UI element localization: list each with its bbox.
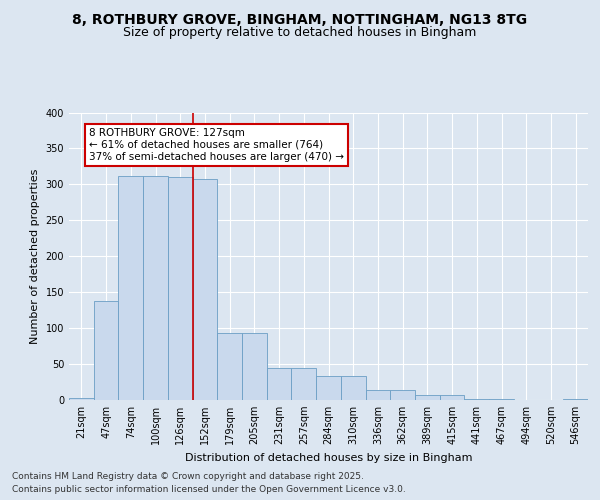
Text: 8, ROTHBURY GROVE, BINGHAM, NOTTINGHAM, NG13 8TG: 8, ROTHBURY GROVE, BINGHAM, NOTTINGHAM, … [73, 12, 527, 26]
Bar [168, 177, 193, 400]
Bar [69, 398, 94, 400]
Bar [94, 301, 118, 400]
Bar [193, 180, 217, 400]
Bar [563, 398, 588, 400]
Bar [267, 368, 292, 400]
Bar [143, 176, 168, 400]
Bar [118, 176, 143, 400]
X-axis label: Distribution of detached houses by size in Bingham: Distribution of detached houses by size … [185, 452, 472, 462]
Text: Contains HM Land Registry data © Crown copyright and database right 2025.: Contains HM Land Registry data © Crown c… [12, 472, 364, 481]
Bar [390, 390, 415, 400]
Bar [292, 368, 316, 400]
Text: Size of property relative to detached houses in Bingham: Size of property relative to detached ho… [124, 26, 476, 39]
Bar [242, 333, 267, 400]
Bar [365, 390, 390, 400]
Bar [316, 376, 341, 400]
Bar [341, 376, 365, 400]
Text: Contains public sector information licensed under the Open Government Licence v3: Contains public sector information licen… [12, 485, 406, 494]
Bar [415, 395, 440, 400]
Bar [217, 333, 242, 400]
Y-axis label: Number of detached properties: Number of detached properties [30, 168, 40, 344]
Bar [440, 395, 464, 400]
Text: 8 ROTHBURY GROVE: 127sqm
← 61% of detached houses are smaller (764)
37% of semi-: 8 ROTHBURY GROVE: 127sqm ← 61% of detach… [89, 128, 344, 162]
